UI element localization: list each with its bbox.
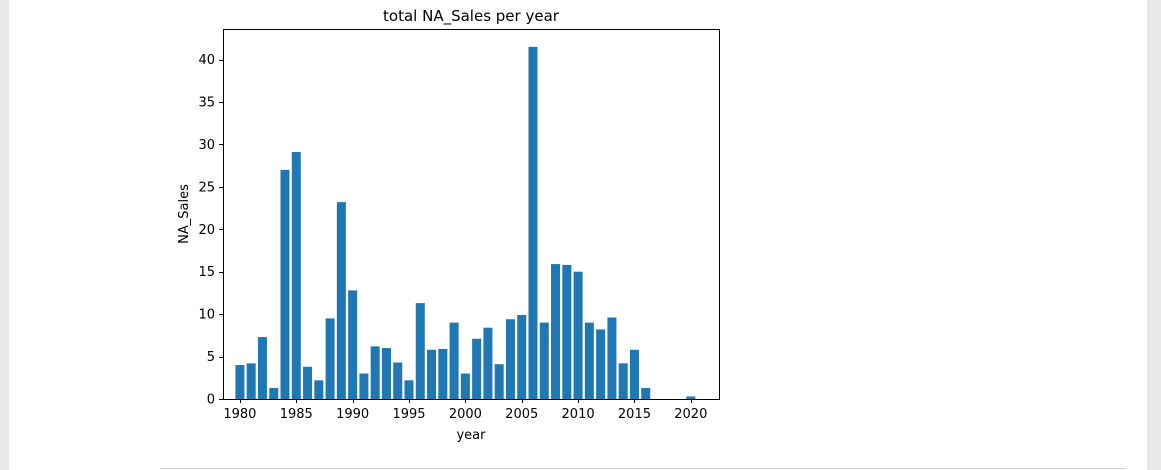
y-tick-label: 40	[198, 53, 215, 68]
bar-2000	[460, 373, 470, 399]
bar-1987	[314, 380, 324, 399]
bar-2013	[607, 317, 617, 399]
bar-1986	[303, 366, 313, 399]
bar-1983	[269, 387, 279, 399]
bar-1999	[449, 322, 459, 399]
bar-2005	[517, 314, 527, 399]
bar-1989	[336, 202, 346, 399]
bar-1990	[348, 290, 358, 399]
bar-2007	[539, 322, 549, 399]
bar-2001	[472, 338, 482, 399]
bars-group	[235, 46, 696, 399]
bar-2002	[483, 327, 493, 399]
y-tick-label: 20	[198, 223, 215, 238]
chart-title: total NA_Sales per year	[383, 7, 560, 26]
bar-1981	[246, 363, 256, 399]
bar-1995	[404, 380, 414, 399]
right-gutter	[1147, 0, 1161, 470]
x-tick-label: 2005	[505, 407, 538, 422]
x-tick-label: 2000	[449, 407, 482, 422]
x-axis-ticks: 1980 1985 1990 1995 2000 2005 2010 2015 2020	[223, 399, 707, 422]
bar-1992	[370, 346, 380, 399]
x-tick-label: 1995	[392, 407, 425, 422]
x-tick-label: 1980	[223, 407, 256, 422]
bar-2003	[494, 364, 504, 399]
bar-1980	[235, 365, 245, 399]
x-tick-label: 2020	[674, 407, 707, 422]
bar-1988	[325, 318, 335, 399]
bar-2011	[584, 322, 594, 399]
plot-frame	[223, 29, 720, 400]
bar-2016	[641, 387, 651, 399]
x-tick-label: 2015	[618, 407, 651, 422]
bar-1993	[381, 348, 391, 399]
bar-2020	[686, 396, 696, 399]
cell-divider	[160, 468, 1126, 469]
y-tick-label: 35	[198, 95, 215, 110]
x-tick-label: 2010	[562, 407, 595, 422]
y-tick-label: 30	[198, 138, 215, 153]
bar-1984	[280, 169, 290, 399]
bar-1985	[291, 152, 301, 399]
y-tick-label: 10	[198, 308, 215, 323]
bar-2006	[528, 46, 538, 399]
bar-2008	[551, 264, 561, 399]
bar-2009	[562, 264, 572, 399]
y-tick-label: 5	[207, 350, 215, 365]
bar-2010	[573, 271, 583, 399]
y-axis-label: NA_Sales	[177, 184, 192, 244]
x-axis-label: year	[456, 428, 486, 443]
bar-1994	[393, 362, 403, 399]
y-tick-label: 0	[207, 393, 215, 408]
y-tick-label: 25	[198, 180, 215, 195]
y-axis-ticks: 0 5 10 15 20 25 30 35 40	[198, 53, 223, 408]
bar-2014	[618, 363, 628, 399]
bar-1982	[257, 337, 267, 399]
left-gutter	[0, 0, 9, 470]
x-tick-label: 1985	[280, 407, 313, 422]
bar-1998	[438, 348, 448, 399]
bar-1997	[427, 349, 437, 399]
bar-2012	[596, 329, 606, 399]
y-tick-label: 15	[198, 265, 215, 280]
x-tick-label: 1990	[336, 407, 369, 422]
bar-2015	[629, 349, 639, 399]
bar-1996	[415, 303, 425, 399]
bar-1991	[359, 373, 369, 399]
bar-2004	[505, 319, 515, 399]
